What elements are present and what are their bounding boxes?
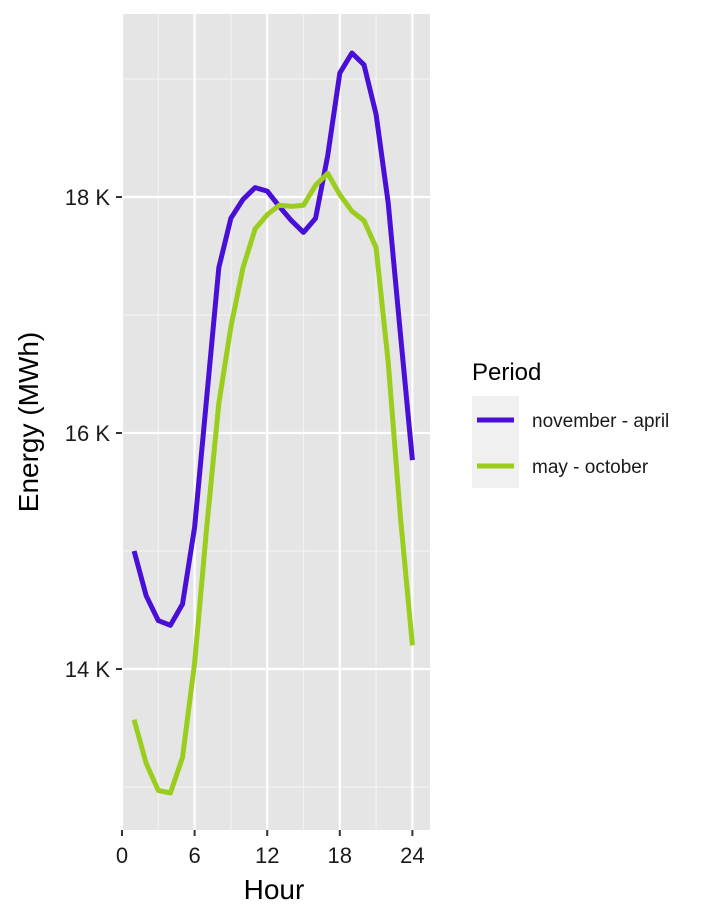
legend-key-background	[472, 396, 519, 488]
x-tick-label: 18	[328, 843, 352, 868]
series-line-1	[131, 170, 415, 796]
x-tick-label: 12	[255, 843, 279, 868]
y-axis-title: Energy (MWh)	[13, 332, 44, 512]
major-gridlines	[120, 14, 430, 830]
x-axis-title: Hour	[244, 874, 305, 905]
y-tick-label: 16 K	[65, 421, 111, 446]
legend-title: Period	[472, 359, 541, 386]
series-line-0	[131, 50, 415, 628]
y-tick-label: 18 K	[65, 185, 111, 210]
x-tick-label: 24	[400, 843, 424, 868]
y-tick-label: 14 K	[65, 657, 111, 682]
legend-label-1: may - october	[532, 457, 649, 478]
series-lines	[131, 50, 415, 796]
legend-items: november - april may - october	[477, 411, 669, 478]
legend-label-0: november - april	[532, 411, 669, 432]
legend: Period november - april may - october	[472, 359, 669, 488]
plot-panel	[122, 14, 430, 830]
minor-gridlines	[122, 14, 430, 830]
x-tick-label: 6	[188, 843, 200, 868]
y-axis: 14 K 16 K 18 K	[65, 185, 122, 682]
x-axis: 0 6 12 18 24	[116, 830, 425, 868]
x-tick-label: 0	[116, 843, 128, 868]
